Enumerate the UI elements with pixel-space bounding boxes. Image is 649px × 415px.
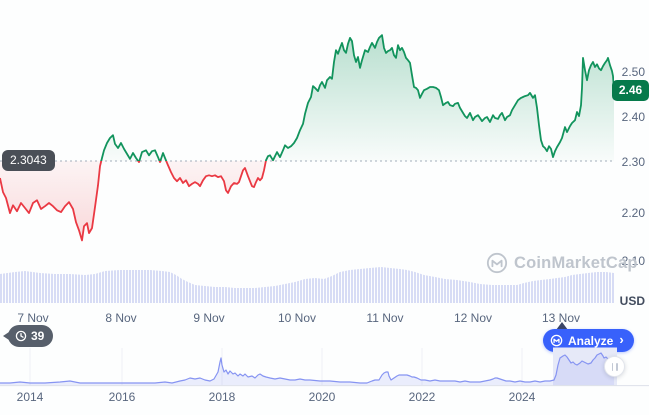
x-axis-label: 8 Nov	[105, 311, 137, 325]
y-axis-label: 2.20	[621, 206, 645, 220]
timeline-area	[0, 353, 614, 385]
cmc-logo-icon	[550, 334, 563, 347]
scrubber-handle[interactable]	[604, 356, 625, 377]
timeline-year-label: 2014	[16, 390, 44, 404]
clock-icon	[15, 330, 27, 342]
x-axis-label: 7 Nov	[17, 311, 49, 325]
grip-icon	[611, 362, 613, 371]
timeline-year-label: 2022	[408, 390, 436, 404]
analyze-caret	[556, 322, 568, 330]
x-axis-label: 10 Nov	[277, 311, 317, 325]
timeline-year-label: 2024	[508, 390, 536, 404]
y-axis-unit: USD	[619, 294, 645, 308]
timeline-year-label: 2020	[308, 390, 336, 404]
price-line-green	[100, 34, 614, 162]
timeline-year-label: 2018	[208, 390, 236, 404]
current-price-badge: 2.46	[612, 80, 649, 101]
y-axis-label: 2.30	[621, 155, 645, 169]
y-axis-label: 2.10	[621, 254, 645, 268]
grip-icon	[616, 362, 618, 371]
area-above-baseline	[0, 35, 614, 162]
area-below-baseline	[0, 161, 266, 241]
coinmarketcap-watermark: CoinMarketCap	[486, 252, 638, 274]
baseline-price-label: 2.3043	[2, 150, 55, 171]
price-chart[interactable]	[0, 0, 649, 312]
x-axis-label: 13 Nov	[541, 311, 581, 325]
y-axis-label: 2.40	[621, 110, 645, 124]
x-axis-label: 12 Nov	[453, 311, 493, 325]
history-annotations-badge[interactable]: 39	[2, 325, 54, 347]
x-axis-label: 9 Nov	[193, 311, 225, 325]
watermark-text: CoinMarketCap	[514, 253, 638, 272]
volume-bars	[0, 267, 614, 303]
analyze-label: Analyze	[568, 333, 614, 348]
timeline-year-label: 2016	[108, 390, 136, 404]
timeline-scrubber[interactable]	[0, 347, 649, 389]
x-axis-label: 11 Nov	[366, 311, 404, 325]
cmc-logo-icon	[486, 252, 508, 274]
history-count: 39	[31, 329, 45, 343]
timeline-line	[0, 352, 615, 384]
chevron-right-icon: ›	[619, 332, 624, 347]
y-axis-label: 2.50	[621, 65, 645, 79]
analyze-button[interactable]: Analyze ›	[543, 329, 634, 352]
